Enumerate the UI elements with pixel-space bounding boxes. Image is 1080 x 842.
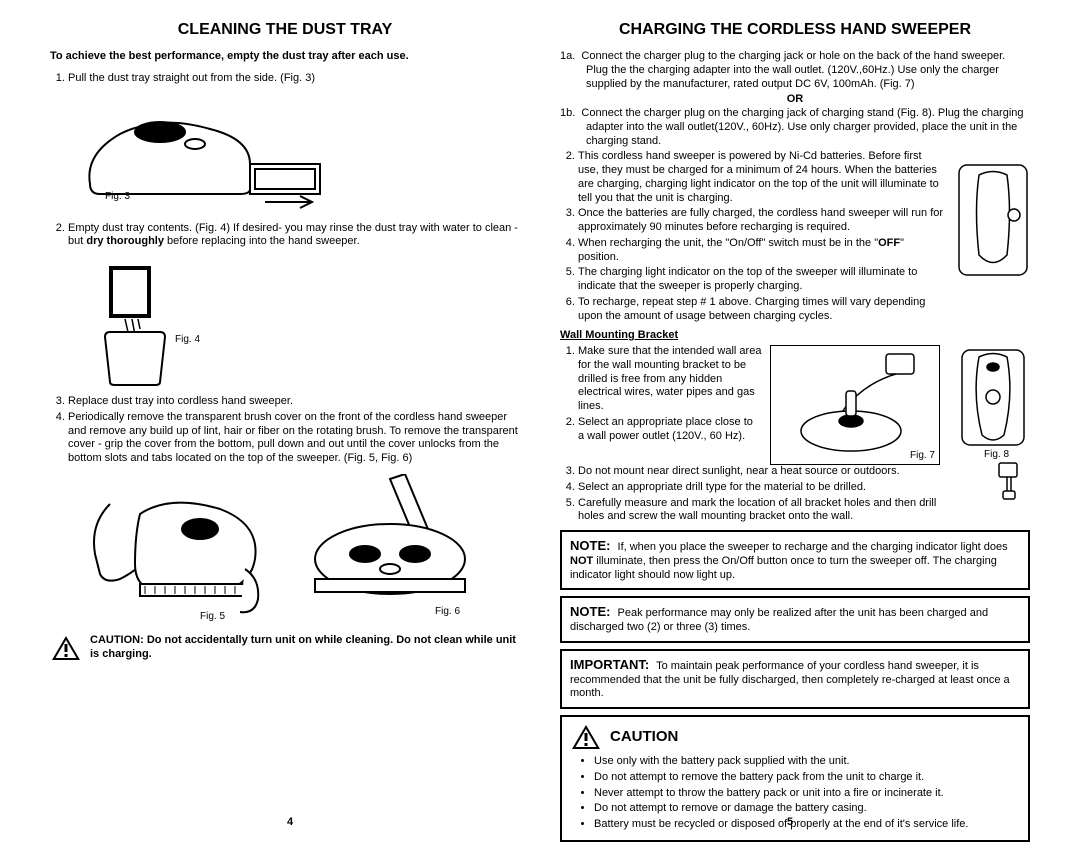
fig4-svg: Fig. 4 [50,257,230,387]
figure-7: Fig. 7 [770,345,940,465]
right-title: CHARGING THE CORDLESS HAND SWEEPER [560,20,1030,40]
caution-list: Use only with the battery pack supplied … [570,755,1020,832]
fig6-svg: Fig. 6 [290,474,490,624]
wall-steps: Make sure that the intended wall area fo… [560,345,762,443]
step-2: Empty dust tray contents. (Fig. 4) If de… [68,222,520,250]
left-column: CLEANING THE DUST TRAY To achieve the be… [40,20,540,824]
warning-icon [50,634,82,662]
fig8-image: Fig. 8 [954,345,1034,505]
left-steps-2: Empty dust tray contents. (Fig. 4) If de… [50,222,520,250]
step-1: Pull the dust tray straight out from the… [68,72,520,86]
right-column: CHARGING THE CORDLESS HAND SWEEPER 1a. C… [540,20,1040,824]
note-box-1: NOTE: If, when you place the sweeper to … [560,530,1030,590]
svg-text:Fig. 8: Fig. 8 [984,449,1009,460]
fig6-label: Fig. 6 [435,606,460,617]
fig8-top-image [954,160,1034,280]
left-intro: To achieve the best performance, empty t… [50,50,520,64]
figure-4: Fig. 4 [50,257,520,387]
left-steps-3: Replace dust tray into cordless hand swe… [50,395,520,466]
left-title: CLEANING THE DUST TRAY [50,20,520,40]
important-box: IMPORTANT: To maintain peak performance … [560,649,1030,709]
step-3: Replace dust tray into cordless hand swe… [68,395,520,409]
or-label: OR [560,93,1030,107]
left-caution: CAUTION: Do not accidentally turn unit o… [50,634,520,662]
page-number-right: 5 [787,816,793,830]
fig5-svg: Fig. 5 [80,474,280,624]
fig5-label: Fig. 5 [200,611,225,622]
fig4-label: Fig. 4 [175,334,200,345]
warning-icon [570,723,602,751]
caution-box: CAUTION Use only with the battery pack s… [560,715,1030,842]
page-number-left: 4 [287,816,293,830]
charge-steps: 1a. Connect the charger plug to the char… [560,50,1030,91]
left-steps-1: Pull the dust tray straight out from the… [50,72,520,86]
wall-bracket-head: Wall Mounting Bracket [560,329,1030,343]
fig3-svg: Fig. 3 [50,94,350,214]
step-4: Periodically remove the transparent brus… [68,411,520,466]
fig3-label: Fig. 3 [105,191,130,202]
figures-5-6: Fig. 5 Fig. 6 [50,474,520,624]
charge-steps-b: 1b. Connect the charger plug on the char… [560,107,1030,148]
note-box-2: NOTE: Peak performance may only be reali… [560,596,1030,643]
figure-3: Fig. 3 [50,94,520,214]
